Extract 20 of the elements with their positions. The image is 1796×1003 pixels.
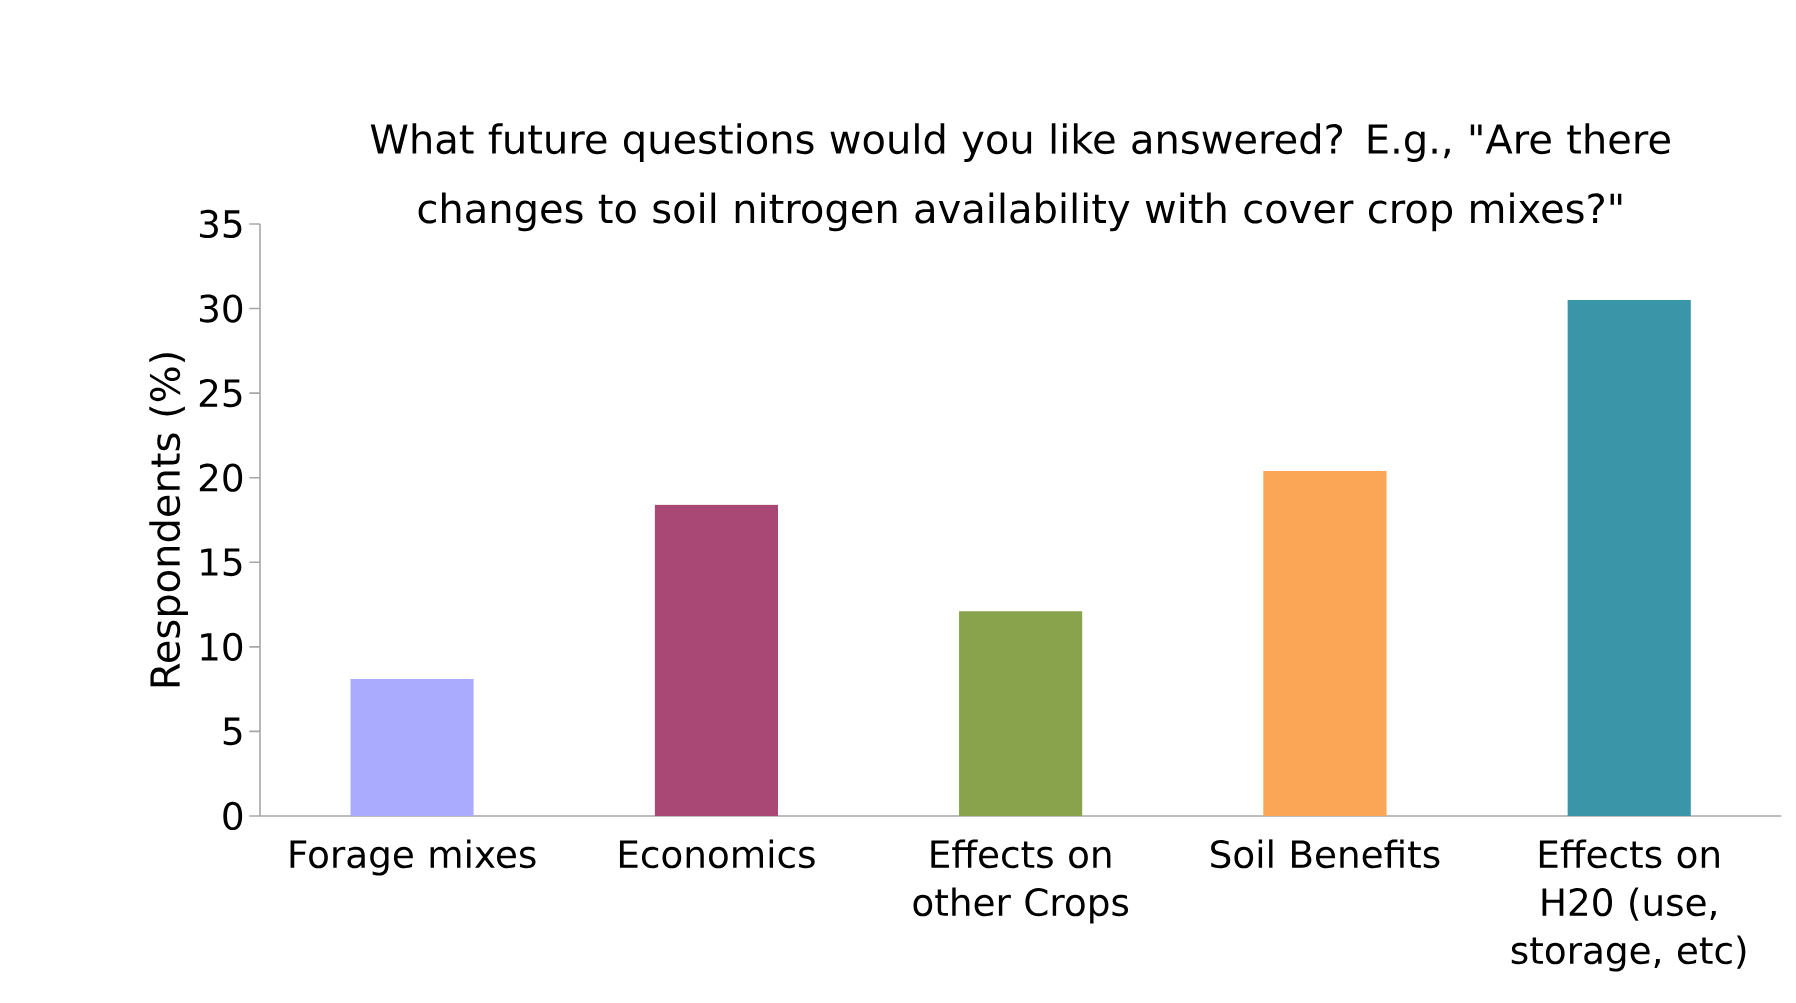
bar [654, 504, 779, 817]
y-tick-label: 15 [201, 548, 242, 577]
chart-title: What future questions would you like answered? E.g., "Are there changes to soil nitrogen availability with cover crop mixes?" [370, 123, 1670, 232]
bar [959, 611, 1083, 817]
y-tick-label: 0 [223, 802, 243, 831]
y-tick-label: 5 [223, 717, 242, 746]
y-tick-label: 20 [199, 463, 243, 492]
x-tick-label: Soil Benefits [1211, 839, 1440, 869]
bar [1567, 300, 1691, 817]
y-tick-label: 30 [199, 294, 243, 323]
y-tick-label: 25 [199, 379, 242, 408]
x-tick-label: Effects on other Crops [913, 839, 1129, 924]
y-tick-label: 35 [199, 210, 242, 239]
x-tick-label: Economics [619, 839, 815, 869]
x-tick-label: Forage mixes [290, 839, 536, 876]
y-tick-label: 10 [201, 632, 243, 662]
y-axis-title: Respondents (%) [149, 353, 188, 687]
bar [350, 679, 474, 817]
bar [1263, 471, 1387, 817]
x-tick-label: Effects on H20 (use, storage, etc) [1511, 839, 1746, 972]
